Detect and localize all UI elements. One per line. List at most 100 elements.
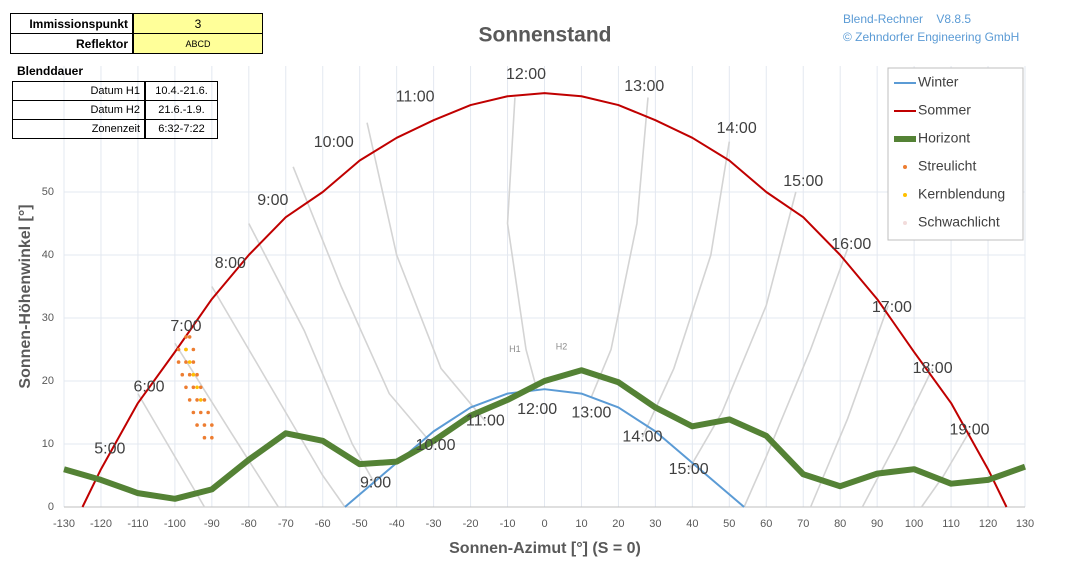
legend-label: Streulicht (918, 158, 976, 174)
x-tick-label: 20 (612, 518, 624, 530)
x-tick-label: 80 (834, 518, 846, 530)
hour-line (743, 248, 849, 508)
scatter-point (195, 423, 199, 427)
hour-label: 15:00 (669, 461, 709, 478)
scatter-point (198, 385, 203, 390)
scatter-point (195, 398, 199, 402)
hour-label: 13:00 (624, 78, 664, 95)
hour-label: 15:00 (783, 173, 823, 190)
blend-row: Datum H2 21.6.-1.9. (12, 100, 218, 120)
scatter-point (191, 410, 196, 415)
hour-label: 18:00 (913, 360, 953, 377)
hour-label: 13:00 (571, 404, 611, 421)
label: Reflektor (10, 33, 133, 54)
hour-line (687, 191, 797, 471)
scatter-point (184, 385, 188, 390)
hour-line (861, 368, 934, 508)
scatter-point (176, 347, 181, 352)
x-tick-label: 70 (797, 518, 809, 530)
label: Zonenzeit (12, 119, 145, 139)
hour-line (137, 393, 206, 508)
x-tick-label: -110 (127, 518, 148, 530)
scatter-point (187, 360, 192, 364)
scatter-point (198, 398, 203, 402)
legend-swatch (903, 193, 907, 197)
x-tick-label: 120 (979, 518, 997, 530)
hour-label: 7:00 (170, 318, 201, 335)
y-tick-label: 10 (42, 438, 54, 450)
hour-line (174, 342, 280, 508)
y-axis-title: Sonnen-Höhenwinkel [°] (17, 204, 34, 388)
x-tick-label: -20 (463, 518, 479, 530)
legend-label: Schwachlicht (918, 214, 1000, 230)
hour-line (920, 430, 971, 508)
x-tick-label: 60 (760, 518, 772, 530)
app-version: V8.8.5 (936, 12, 972, 26)
scatter-point (198, 410, 203, 415)
copyright: © Zehndorfer Engineering GmbH (843, 30, 1020, 44)
hour-label: 9:00 (360, 474, 391, 491)
x-tick-label: -10 (500, 518, 516, 530)
scatter-point (184, 360, 188, 364)
blend-row: Zonenzeit 6:32-7:22 (12, 119, 218, 139)
hour-label: 19:00 (950, 421, 990, 438)
legend (887, 67, 1024, 241)
hour-label: 6:00 (133, 379, 164, 396)
scatter-point (184, 335, 188, 339)
legend-swatch (903, 165, 907, 169)
x-tick-label: 50 (723, 518, 735, 530)
header-row: Immissionspunkt 3 (10, 13, 263, 34)
x-tick-label: 10 (575, 518, 587, 530)
hour-label: 11:00 (396, 89, 435, 106)
blend-row: Datum H1 10.4.-21.6. (12, 81, 218, 101)
period-label: H2 (556, 341, 568, 351)
legend-swatch (903, 221, 907, 225)
scatter-point (206, 410, 210, 415)
hour-label: 14:00 (622, 428, 662, 445)
value: 10.4.-21.6. (145, 81, 218, 101)
x-tick-label: -130 (53, 518, 75, 530)
version: Blend-Rechner V8.8.5 (843, 12, 971, 26)
hour-label: 10:00 (415, 437, 455, 454)
hour-label: 16:00 (831, 236, 871, 253)
y-tick-label: 30 (42, 312, 54, 324)
hour-line (211, 286, 346, 508)
scatter-point (210, 435, 214, 440)
scatter-point (195, 372, 199, 377)
scatter-point (202, 398, 207, 402)
series-line (63, 367, 1027, 502)
legend-label: Winter (918, 74, 959, 90)
x-tick-label: 100 (905, 518, 923, 530)
x-tick-label: -100 (164, 518, 186, 530)
chart-title: Sonnenstand (478, 24, 611, 47)
hour-line (641, 141, 731, 438)
hour-label: 5:00 (94, 440, 125, 457)
value: ABCD (133, 33, 263, 54)
value: 3 (133, 13, 263, 34)
label: Datum H1 (12, 81, 145, 101)
scatter-point (202, 423, 207, 427)
legend-label: Horizont (918, 130, 970, 146)
legend-label: Kernblendung (918, 186, 1005, 202)
x-tick-label: 130 (1016, 518, 1034, 530)
x-tick-label: -90 (204, 518, 220, 530)
x-tick-label: -70 (278, 518, 294, 530)
y-tick-label: 40 (42, 249, 54, 261)
hour-line (506, 97, 538, 391)
app-name: Blend-Rechner (843, 12, 924, 26)
scatter-point (202, 435, 207, 440)
scatter-point (191, 385, 196, 390)
scatter-point (195, 385, 199, 390)
hour-label: 17:00 (872, 299, 912, 316)
hour-label: 14:00 (717, 120, 757, 137)
hour-label: 9:00 (257, 192, 288, 209)
x-tick-label: -40 (389, 518, 405, 530)
hour-line (590, 97, 649, 398)
hour-label: 8:00 (215, 255, 246, 272)
scatter-point (184, 347, 188, 352)
value: 21.6.-1.9. (145, 100, 218, 120)
x-tick-label: 30 (649, 518, 661, 530)
scatter-point (210, 423, 214, 427)
